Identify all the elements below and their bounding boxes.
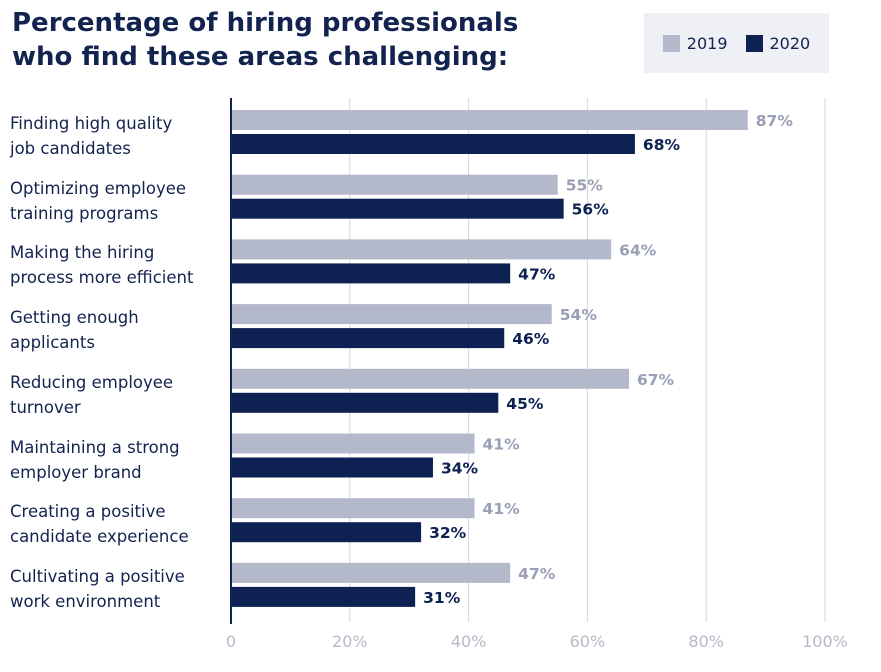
data-label-2020: 32% <box>429 524 467 542</box>
data-label-2019: 41% <box>483 436 521 454</box>
x-tick-label: 60% <box>570 632 606 651</box>
bar-2019 <box>231 304 552 324</box>
x-tick-label: 0 <box>226 632 236 651</box>
bar-2020 <box>231 199 564 219</box>
data-label-2019: 55% <box>566 177 604 195</box>
data-label-2019: 41% <box>483 500 521 518</box>
bar-2019 <box>231 175 558 195</box>
bar-2020 <box>231 393 498 413</box>
bar-2019 <box>231 369 629 389</box>
data-label-2020: 68% <box>643 136 681 154</box>
data-label-2019: 47% <box>518 565 556 583</box>
bar-2019 <box>231 563 510 583</box>
data-label-2019: 87% <box>756 112 794 130</box>
data-label-2020: 56% <box>572 201 610 219</box>
data-label-2020: 34% <box>441 460 479 478</box>
x-tick-label: 40% <box>451 632 487 651</box>
x-tick-label: 100% <box>802 632 848 651</box>
data-label-2019: 54% <box>560 306 598 324</box>
bar-2020 <box>231 587 415 607</box>
bar-2020 <box>231 134 635 154</box>
bar-2019 <box>231 239 611 259</box>
data-label-2020: 45% <box>506 395 544 413</box>
data-label-2020: 47% <box>518 265 556 283</box>
bar-2020 <box>231 522 421 542</box>
data-label-2019: 67% <box>637 371 675 389</box>
data-label-2020: 46% <box>512 330 550 348</box>
bar-2019 <box>231 434 475 454</box>
x-tick-label: 80% <box>688 632 724 651</box>
bar-2020 <box>231 263 510 283</box>
bar-2020 <box>231 328 504 348</box>
data-label-2020: 31% <box>423 589 461 607</box>
bar-2019 <box>231 498 475 518</box>
bar-chart: 0 20% 40% 60% 80% 100% 87% 68% 55% 56% 64% 47% 54% 46… <box>0 0 881 672</box>
bar-2020 <box>231 458 433 478</box>
x-tick-label: 20% <box>332 632 368 651</box>
data-label-2019: 64% <box>619 241 657 259</box>
bar-2019 <box>231 110 748 130</box>
